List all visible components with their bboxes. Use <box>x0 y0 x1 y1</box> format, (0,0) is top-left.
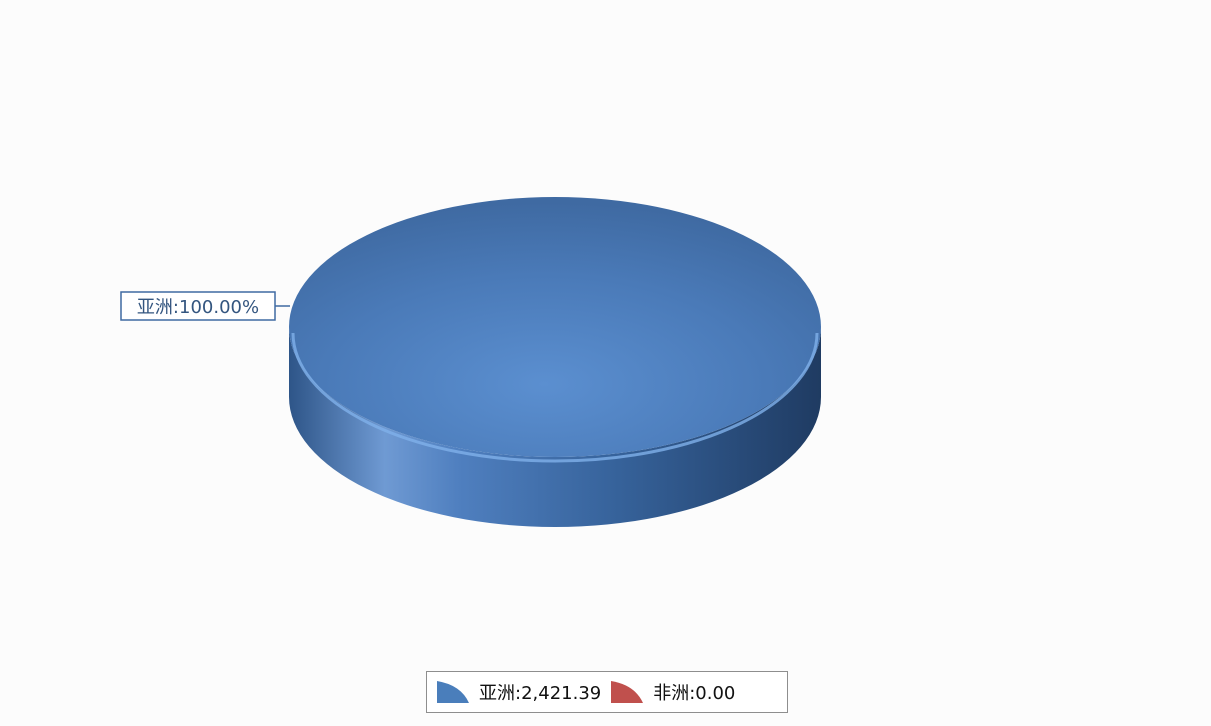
data-label-text: 亚洲:100.00% <box>137 297 259 318</box>
pie-rim-highlight <box>291 332 819 463</box>
data-label-asia: 亚洲:100.00% <box>120 291 290 321</box>
legend-swatch-asia <box>437 681 469 703</box>
legend-label: 非洲:0.00 <box>653 683 736 704</box>
legend-label: 亚洲:2,421.39 <box>479 683 602 704</box>
pie-slice-asia <box>289 197 821 457</box>
legend-swatch-africa <box>611 681 644 703</box>
legend-item-africa: 非洲:0.00 <box>609 679 735 705</box>
legend-item-asia: 亚洲:2,421.39 <box>435 679 601 705</box>
legend: 亚洲:2,421.39 非洲:0.00 <box>426 671 788 713</box>
pie-side-wall <box>289 327 821 527</box>
